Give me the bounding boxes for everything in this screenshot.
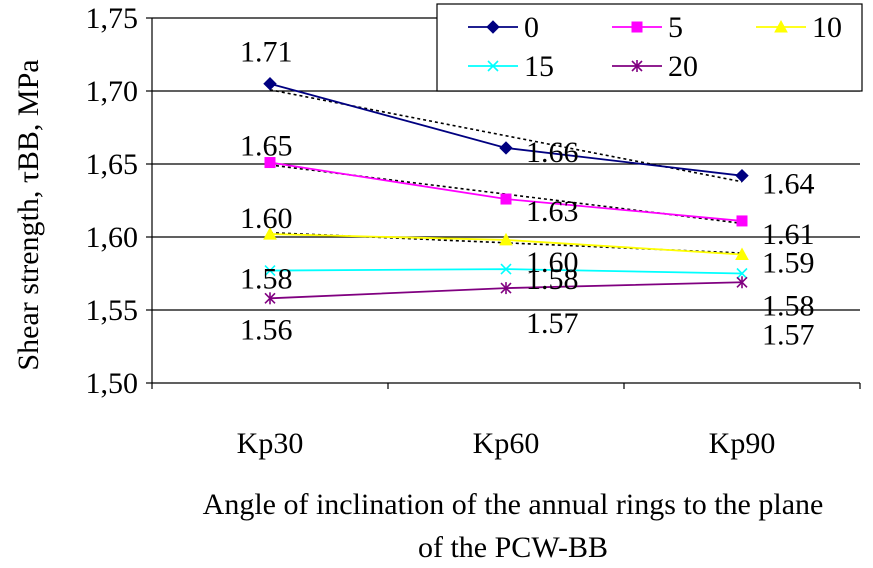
legend-item-20: 20: [612, 50, 698, 83]
legend-item-5: 5: [612, 11, 683, 44]
data-point-20: [264, 292, 276, 305]
legend-box: [436, 3, 863, 92]
legend-marker: [631, 21, 643, 33]
data-label: 1.58: [526, 263, 579, 296]
data-label: 1.61: [762, 218, 815, 251]
y-tick-labels: 1,50 1,55 1,60 1,65 1,70 1,75: [86, 2, 139, 400]
trendlines: [269, 88, 743, 254]
series-lines: [263, 76, 749, 305]
y-tick-label: 1,50: [86, 367, 139, 400]
data-point-10: [263, 227, 277, 240]
x-tick-label: Kp30: [237, 427, 304, 460]
data-label: 1.60: [526, 246, 579, 279]
data-label: 1.57: [762, 318, 815, 351]
x-tick-labels: Kp30 Kp60 Kp90: [237, 427, 776, 460]
data-label: 1.58: [240, 263, 293, 296]
data-label: 1.57: [526, 307, 579, 340]
legend-label: 20: [668, 50, 698, 83]
data-point-0: [499, 141, 513, 155]
data-label: 1.60: [240, 202, 293, 235]
data-label: 1.59: [762, 247, 815, 280]
x-axis-title-line-1: Angle of inclination of the annual rings…: [203, 488, 824, 521]
axes: [146, 17, 861, 389]
data-point-10: [499, 232, 513, 246]
data-label: 1.65: [240, 130, 293, 163]
legend-label: 0: [524, 11, 539, 44]
y-tick-label: 1,75: [86, 2, 139, 35]
data-point-0: [735, 168, 749, 183]
data-point-5: [736, 215, 748, 227]
data-point-20: [736, 276, 748, 289]
data-labels: 1.71 1.66 1.64 1.65 1.63 1.61 1.60 1.60 1.59 1.58…: [240, 36, 815, 352]
legend-item-15: 15: [468, 50, 554, 83]
data-label: 1.64: [762, 168, 815, 201]
legend-label: 5: [668, 11, 683, 44]
data-point-10: [735, 247, 749, 261]
data-label: 1.56: [240, 313, 293, 346]
legend-marker: [774, 19, 788, 33]
data-point-20: [500, 282, 512, 295]
data-point-0: [263, 76, 277, 91]
data-label: 1.58: [762, 290, 815, 323]
data-label: 1.66: [526, 136, 579, 169]
y-tick-label: 1,60: [86, 221, 139, 254]
series-line-0: [269, 82, 743, 177]
x-tick-label: Kp90: [709, 427, 776, 460]
data-point-15: [264, 265, 276, 277]
data-point-15: [736, 267, 748, 280]
legend-item-10: 10: [756, 11, 842, 44]
x-axis-title-line-2: of the PCW-BB: [418, 531, 608, 564]
legend: 0 5 10 15 20: [436, 3, 863, 92]
y-tick-label: 1,65: [86, 148, 139, 181]
data-point-15: [500, 263, 512, 275]
data-label: 1.71: [240, 36, 293, 69]
data-label: 1.63: [526, 195, 579, 228]
data-point-5: [500, 193, 512, 205]
legend-label: 10: [812, 11, 842, 44]
legend-label: 15: [524, 50, 554, 83]
y-axis-title: Shear strength, τBB, MPa: [12, 59, 45, 370]
y-tick-label: 1,55: [86, 294, 139, 327]
legend-item-0: 0: [468, 11, 539, 44]
series-line-5: [269, 161, 743, 222]
data-point-5: [264, 157, 276, 169]
y-tick-label: 1,70: [86, 75, 139, 108]
x-tick-label: Kp60: [473, 427, 540, 460]
legend-marker: [486, 20, 500, 34]
legend-marker: [487, 60, 499, 72]
legend-marker: [631, 60, 643, 72]
